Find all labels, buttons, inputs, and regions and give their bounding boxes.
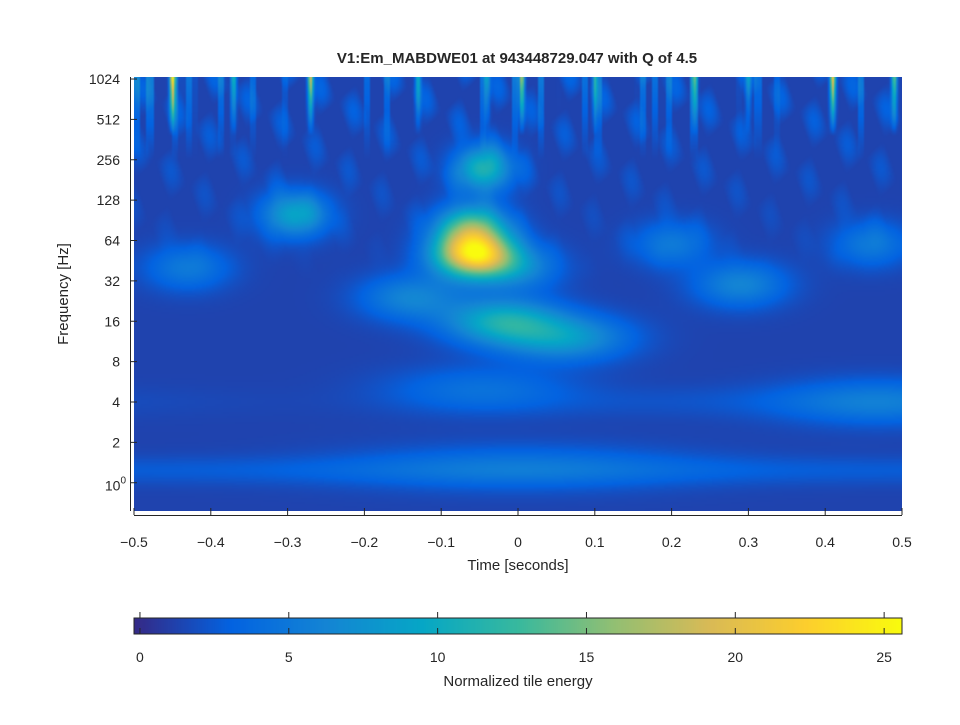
- y-tick-label: 128: [97, 192, 121, 208]
- y-tick-label: 1024: [89, 71, 120, 87]
- y-tick-label: 16: [104, 313, 120, 329]
- y-axis-label: Frequency [Hz]: [55, 243, 72, 345]
- y-tick-label: 32: [104, 273, 120, 289]
- x-tick-label: −0.3: [274, 534, 302, 550]
- y-ticks: 100 2 4 8 16 32 64 128 256 512 1024: [89, 71, 137, 494]
- x-axis-label: Time [seconds]: [467, 557, 568, 574]
- colorbar-label: Normalized tile energy: [443, 673, 593, 690]
- colorbar-tick-label: 15: [579, 649, 595, 665]
- y-tick-label: 512: [97, 111, 121, 127]
- x-tick-label: −0.5: [120, 534, 148, 550]
- colorbar-tick-label: 10: [430, 649, 446, 665]
- x-tick-label: 0.1: [585, 534, 605, 550]
- colorbar-tick-label: 5: [285, 649, 293, 665]
- plot-area: [134, 77, 902, 511]
- colorbar-tick-label: 25: [876, 649, 892, 665]
- chart-title: V1:Em_MABDWE01 at 943448729.047 with Q o…: [337, 50, 697, 67]
- colorbar-gradient: [134, 618, 902, 634]
- x-tick-label: −0.1: [427, 534, 455, 550]
- colorbar-frame: [133, 617, 903, 635]
- colorbar-ticks: 0 5 10 15 20 25: [136, 612, 892, 665]
- x-tick-label: 0.3: [739, 534, 759, 550]
- x-tick-label: 0.2: [662, 534, 682, 550]
- colorbar: 0 5 10 15 20 25 Normalized tile energy: [133, 612, 903, 690]
- y-tick-label: 256: [97, 152, 121, 168]
- y-tick-label: 2: [112, 434, 120, 450]
- spectrogram-heatmap: [134, 77, 902, 511]
- y-tick-label: 100: [105, 476, 127, 494]
- x-ticks: −0.5 −0.4 −0.3 −0.2 −0.1 0 0.1 0.2 0.3 0.4 0.5: [120, 508, 912, 550]
- y-tick-label: 8: [112, 354, 120, 370]
- y-tick-exponent: 0: [120, 476, 126, 487]
- x-tick-label: −0.4: [197, 534, 225, 550]
- colorbar-tick-label: 0: [136, 649, 144, 665]
- colorbar-tick-label: 20: [728, 649, 744, 665]
- x-tick-label: 0: [514, 534, 522, 550]
- y-tick-base: 10: [105, 478, 121, 494]
- x-tick-label: 0.4: [815, 534, 835, 550]
- y-tick-label: 64: [104, 233, 120, 249]
- y-tick-label: 4: [112, 394, 120, 410]
- x-tick-label: −0.2: [351, 534, 379, 550]
- x-tick-label: 0.5: [892, 534, 912, 550]
